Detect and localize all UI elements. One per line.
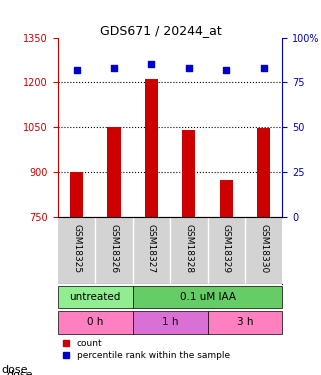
Point <box>149 62 154 68</box>
Text: GSM18325: GSM18325 <box>72 224 81 273</box>
Text: GSM18329: GSM18329 <box>222 224 231 273</box>
Text: untreated: untreated <box>70 292 121 302</box>
Text: 3 h: 3 h <box>237 317 253 327</box>
Text: dose: dose <box>6 370 33 375</box>
Legend: count, percentile rank within the sample: count, percentile rank within the sample <box>62 339 230 360</box>
Text: dose: dose <box>2 365 28 375</box>
Point <box>224 67 229 73</box>
Text: GDS671 / 20244_at: GDS671 / 20244_at <box>100 24 221 38</box>
Point <box>186 65 191 71</box>
Point <box>111 65 117 71</box>
Point <box>261 65 266 71</box>
Text: GSM18327: GSM18327 <box>147 224 156 273</box>
Bar <box>108 127 120 217</box>
Bar <box>182 130 195 217</box>
Point <box>74 67 79 73</box>
FancyBboxPatch shape <box>58 286 133 308</box>
Text: 0.1 uM IAA: 0.1 uM IAA <box>179 292 236 302</box>
FancyBboxPatch shape <box>208 311 282 333</box>
Bar <box>70 172 83 217</box>
FancyBboxPatch shape <box>58 311 133 333</box>
Text: GSM18326: GSM18326 <box>109 224 118 273</box>
Text: 0 h: 0 h <box>87 317 103 327</box>
Bar <box>257 128 270 217</box>
Text: GSM18328: GSM18328 <box>184 224 193 273</box>
Bar <box>145 80 158 217</box>
Text: GSM18330: GSM18330 <box>259 224 268 273</box>
FancyBboxPatch shape <box>133 311 208 333</box>
Bar <box>220 180 233 217</box>
Text: 1 h: 1 h <box>162 317 178 327</box>
FancyBboxPatch shape <box>133 286 282 308</box>
